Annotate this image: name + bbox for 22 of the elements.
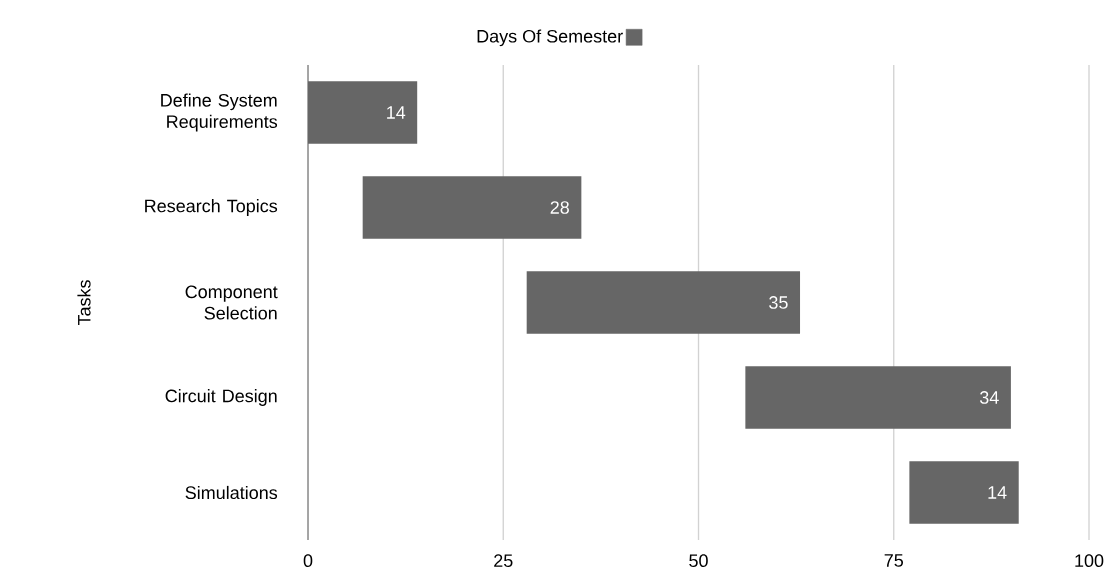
data-label: 35 [769, 296, 788, 309]
y-tick-label: Define System Requirements [161, 93, 278, 132]
y-axis-title: Tasks [77, 280, 91, 326]
bar [362, 176, 582, 239]
bar [308, 81, 418, 144]
x-tick-label: 50 [689, 554, 708, 567]
data-label: 14 [387, 106, 406, 119]
y-tick-label: Circuit Design [165, 389, 277, 406]
bar [909, 461, 1019, 524]
x-tick-label: 0 [303, 554, 313, 567]
bar [526, 271, 801, 334]
bar [745, 366, 1011, 429]
x-tick-label: 100 [1075, 554, 1104, 567]
x-tick-label: 75 [884, 554, 904, 567]
y-tick-label: Component Selection [185, 285, 278, 320]
legend-label: Days Of Semester [477, 29, 623, 47]
y-tick-label: Research Topics [145, 199, 278, 216]
y-tick-label: Simulations [185, 485, 278, 500]
data-label: 34 [979, 391, 999, 404]
data-label: 14 [988, 486, 1007, 499]
x-tick-label: 25 [494, 554, 513, 567]
data-label: 28 [550, 201, 569, 214]
